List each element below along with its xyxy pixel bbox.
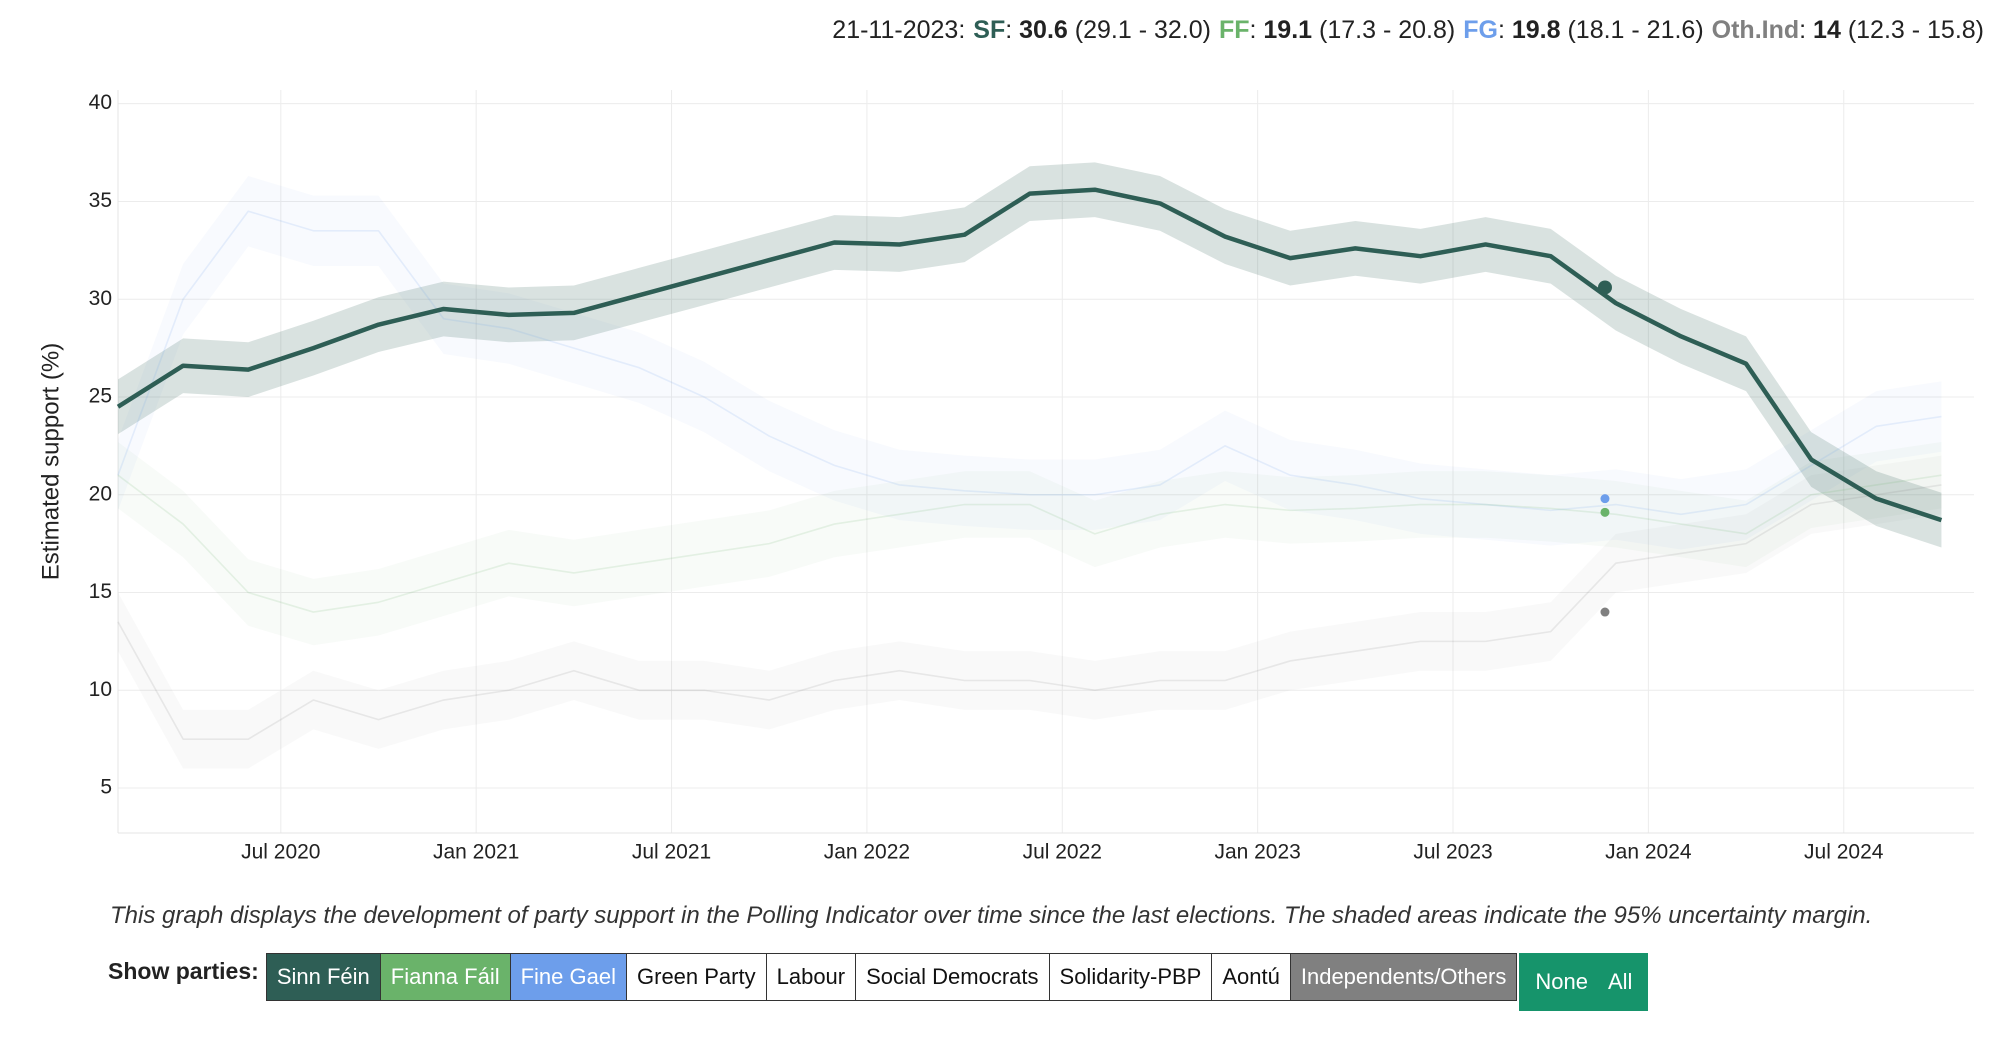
chart: Estimated support (%) 5 10 15 20 25 30 35 40 Jul… [37,90,1974,864]
x-tick-label: Jul 2023 [1413,841,1492,864]
readout-dot [1600,607,1610,617]
caption: This graph displays the development of p… [110,902,1873,929]
uncertainty-band [118,441,1942,646]
x-tick-label: Jan 2024 [1605,841,1692,864]
party-button[interactable]: Sinn Féin [265,953,381,1001]
party-button[interactable]: Solidarity-PBP [1048,953,1213,1001]
x-tick-label: Jul 2022 [1023,841,1102,864]
series-line [117,474,1942,613]
readout-dot [1597,280,1612,295]
readout-value: 19.8 [1511,16,1561,44]
uncertainty-band [118,455,1942,769]
select-buttons: None All [1519,953,1649,1011]
readout-entry: FF 19.1 (17.3 - 20.8) [1219,16,1455,45]
y-tick-label: 40 [89,91,112,114]
x-tick-label: Jan 2023 [1214,841,1300,864]
readout-range: (29.1 - 32.0) [1074,16,1211,44]
party-button[interactable]: Green Party [626,953,767,1001]
party-buttons: Sinn Féin Fianna Fáil Fine Gael Green Party… [265,953,1518,1001]
readout-party: FG [1463,16,1505,44]
readout-dot [1600,494,1610,504]
party-button[interactable]: Aontú [1211,953,1291,1001]
readout-party: SF [973,16,1012,44]
readout-party: FF [1219,16,1257,44]
readout-range: (18.1 - 21.6) [1567,16,1704,44]
readout: 21-11-2023 SF 30.6 (29.1 - 32.0) FF 19.1 … [832,16,1984,45]
y-tick-label: 10 [89,678,112,701]
x-tick-label: Jul 2024 [1804,841,1884,864]
readout-value: 19.1 [1263,16,1313,44]
series-line [117,484,1942,740]
filter-label: Show parties: [108,958,259,984]
y-axis-label: Estimated support (%) [37,343,64,580]
x-tick-label: Jan 2021 [433,841,519,864]
party-button[interactable]: Social Democrats [855,953,1050,1001]
party-button[interactable]: Independents/Others [1289,953,1518,1001]
readout-value: 30.6 [1019,16,1068,44]
y-tick-label: 30 [89,287,112,310]
y-tick-label: 5 [100,776,112,799]
readout-date: 21-11-2023 [832,16,965,45]
readout-range: (17.3 - 20.8) [1319,16,1456,44]
party-button[interactable]: Fine Gael [509,953,627,1001]
y-tick-label: 20 [89,482,112,505]
x-tick-label: Jan 2022 [824,841,910,864]
series-line [117,210,1942,516]
readout-entry: Oth.Ind 14 (12.3 - 15.8) [1712,16,1984,45]
readout-entry: SF 30.6 (29.1 - 32.0) [973,16,1211,45]
readout-dot [1600,507,1610,517]
y-tick-label: 15 [89,580,112,603]
party-button[interactable]: Fianna Fáil [379,953,511,1001]
y-tick-label: 35 [89,189,112,212]
party-filter: Show parties: Sinn Féin Fianna Fáil Fine G… [108,953,1649,1011]
series-line [116,187,1943,523]
readout-range: (12.3 - 15.8) [1847,16,1984,44]
uncertainty-band [118,162,1942,548]
y-tick-label: 25 [89,385,112,408]
none-button[interactable]: None [1535,969,1588,994]
party-button[interactable]: Labour [765,953,857,1001]
readout-party: Oth.Ind [1712,16,1806,44]
x-tick-label: Jul 2021 [632,841,711,864]
readout-value: 14 [1813,16,1841,44]
x-tick-label: Jul 2020 [241,841,320,864]
all-button[interactable]: All [1607,969,1633,994]
readout-entry: FG 19.8 (18.1 - 21.6) [1463,16,1703,45]
uncertainty-band [118,176,1942,550]
